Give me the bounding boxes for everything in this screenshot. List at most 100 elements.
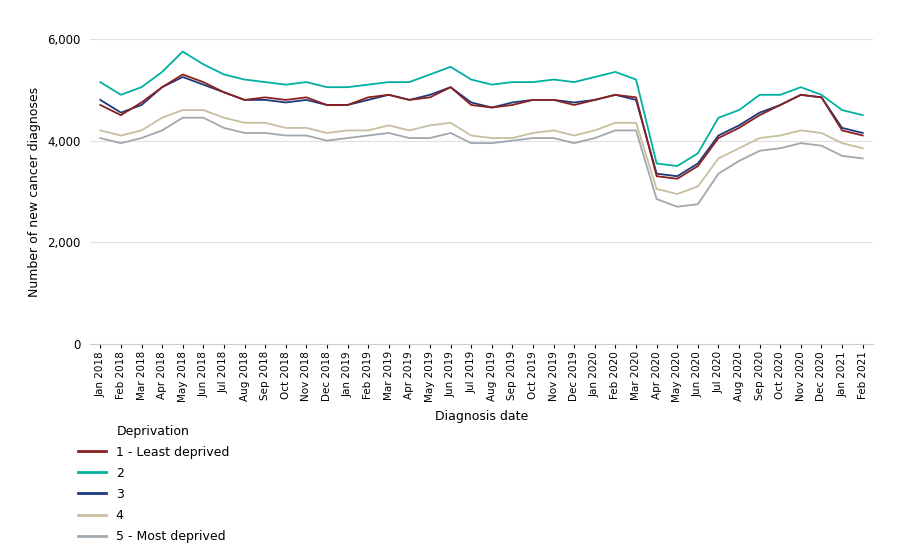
3	[671, 173, 682, 179]
5 - Most deprived	[590, 135, 600, 142]
3	[713, 132, 724, 139]
5 - Most deprived	[486, 140, 497, 147]
4	[631, 119, 642, 126]
4	[177, 107, 188, 113]
2	[260, 79, 271, 85]
4	[363, 127, 374, 134]
3	[692, 160, 703, 167]
3	[775, 102, 786, 108]
5 - Most deprived	[631, 127, 642, 134]
2	[383, 79, 394, 85]
1 - Least deprived	[466, 102, 477, 108]
1 - Least deprived	[692, 163, 703, 169]
4	[198, 107, 209, 113]
Line: 2: 2	[100, 52, 863, 166]
5 - Most deprived	[569, 140, 580, 147]
4	[713, 155, 724, 162]
2	[446, 63, 456, 70]
2	[775, 92, 786, 98]
1 - Least deprived	[321, 102, 332, 108]
5 - Most deprived	[260, 130, 271, 137]
2	[136, 84, 147, 90]
5 - Most deprived	[610, 127, 621, 134]
1 - Least deprived	[198, 79, 209, 85]
4	[115, 132, 126, 139]
5 - Most deprived	[281, 132, 292, 139]
5 - Most deprived	[652, 196, 662, 203]
1 - Least deprived	[177, 71, 188, 78]
5 - Most deprived	[858, 155, 868, 162]
1 - Least deprived	[754, 112, 765, 119]
2	[610, 69, 621, 75]
1 - Least deprived	[837, 127, 848, 134]
4	[425, 122, 436, 129]
Legend: 1 - Least deprived, 2, 3, 4, 5 - Most deprived: 1 - Least deprived, 2, 3, 4, 5 - Most de…	[78, 425, 230, 543]
2	[115, 92, 126, 98]
5 - Most deprived	[671, 204, 682, 210]
5 - Most deprived	[198, 114, 209, 121]
3	[342, 102, 353, 108]
3	[363, 97, 374, 103]
5 - Most deprived	[321, 137, 332, 144]
5 - Most deprived	[363, 132, 374, 139]
Line: 5 - Most deprived: 5 - Most deprived	[100, 118, 863, 207]
5 - Most deprived	[342, 135, 353, 142]
1 - Least deprived	[157, 84, 167, 90]
4	[301, 124, 311, 131]
5 - Most deprived	[548, 135, 559, 142]
X-axis label: Diagnosis date: Diagnosis date	[435, 410, 528, 423]
4	[239, 119, 250, 126]
1 - Least deprived	[486, 104, 497, 111]
2	[796, 84, 806, 90]
2	[177, 48, 188, 55]
3	[446, 84, 456, 90]
1 - Least deprived	[590, 97, 600, 103]
2	[713, 114, 724, 121]
5 - Most deprived	[404, 135, 415, 142]
4	[527, 130, 538, 137]
5 - Most deprived	[383, 130, 394, 137]
4	[816, 130, 827, 137]
2	[569, 79, 580, 85]
3	[486, 104, 497, 111]
1 - Least deprived	[260, 94, 271, 100]
5 - Most deprived	[507, 137, 517, 144]
1 - Least deprived	[671, 175, 682, 182]
3	[754, 109, 765, 116]
4	[342, 127, 353, 134]
3	[610, 92, 621, 98]
3	[281, 99, 292, 106]
4	[466, 132, 477, 139]
3	[816, 94, 827, 100]
1 - Least deprived	[446, 84, 456, 90]
1 - Least deprived	[734, 124, 744, 131]
5 - Most deprived	[219, 124, 230, 131]
1 - Least deprived	[816, 94, 827, 100]
5 - Most deprived	[734, 158, 744, 164]
3	[590, 97, 600, 103]
3	[239, 97, 250, 103]
5 - Most deprived	[775, 145, 786, 152]
2	[94, 79, 105, 85]
5 - Most deprived	[301, 132, 311, 139]
4	[837, 140, 848, 147]
2	[527, 79, 538, 85]
1 - Least deprived	[239, 97, 250, 103]
3	[425, 92, 436, 98]
3	[734, 122, 744, 129]
2	[342, 84, 353, 90]
1 - Least deprived	[301, 94, 311, 100]
4	[446, 119, 456, 126]
4	[281, 124, 292, 131]
5 - Most deprived	[796, 140, 806, 147]
Y-axis label: Number of new cancer diagnoses: Number of new cancer diagnoses	[28, 87, 41, 296]
4	[219, 114, 230, 121]
1 - Least deprived	[796, 92, 806, 98]
1 - Least deprived	[94, 102, 105, 108]
2	[281, 82, 292, 88]
1 - Least deprived	[775, 102, 786, 108]
3	[321, 102, 332, 108]
3	[177, 74, 188, 80]
2	[363, 82, 374, 88]
3	[136, 102, 147, 108]
